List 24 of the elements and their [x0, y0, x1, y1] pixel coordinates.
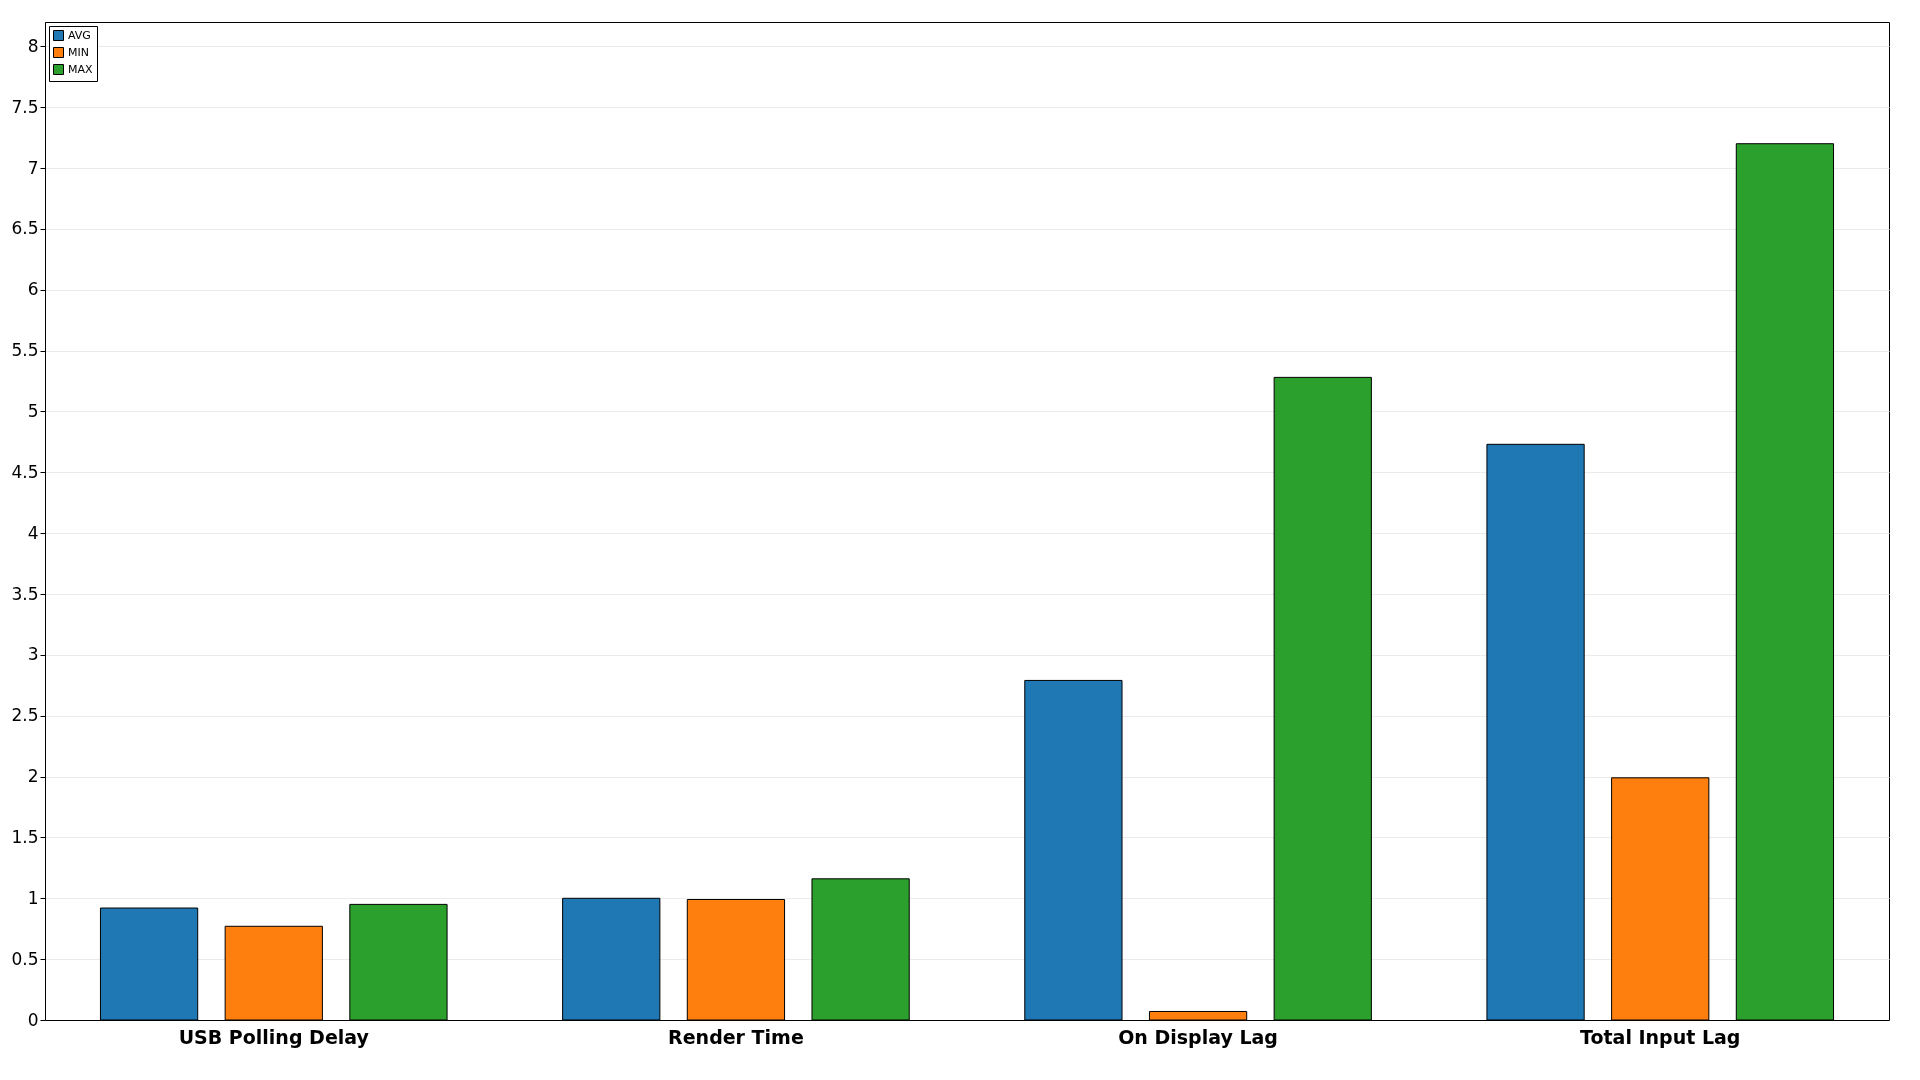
y-tick-label: 6: [27, 279, 39, 300]
y-tick-label: 0.5: [11, 948, 39, 969]
y-tick-label: 3.5: [11, 583, 39, 604]
y-tick-label: 6.5: [11, 218, 39, 239]
y-tick-label: 8: [27, 35, 39, 56]
y-tick-label: 1.5: [11, 826, 39, 847]
y-tick-label: 5: [27, 400, 39, 421]
y-tick-label: 1: [27, 887, 39, 908]
x-tick-label: USB Polling Delay: [178, 1025, 370, 1048]
y-tick-label: 5.5: [11, 340, 39, 361]
x-tick-label: On Display Lag: [1118, 1025, 1278, 1048]
y-tick-label: 7.5: [11, 96, 39, 117]
legend-label: MAX: [68, 62, 94, 76]
legend-label: MIN: [68, 45, 89, 59]
legend-label: AVG: [68, 28, 91, 42]
y-tick-label: 7: [27, 157, 39, 178]
y-tick-label: 4.5: [11, 461, 39, 482]
x-tick-label: Total Input Lag: [1579, 1025, 1741, 1048]
y-tick-label: 0: [27, 1009, 39, 1030]
y-tick-label: 3: [27, 644, 39, 665]
y-tick-label: 2.5: [11, 705, 39, 726]
y-tick-label: 4: [27, 522, 39, 543]
y-tick-label: 2: [27, 766, 39, 787]
x-tick-label: Render Time: [668, 1025, 804, 1048]
